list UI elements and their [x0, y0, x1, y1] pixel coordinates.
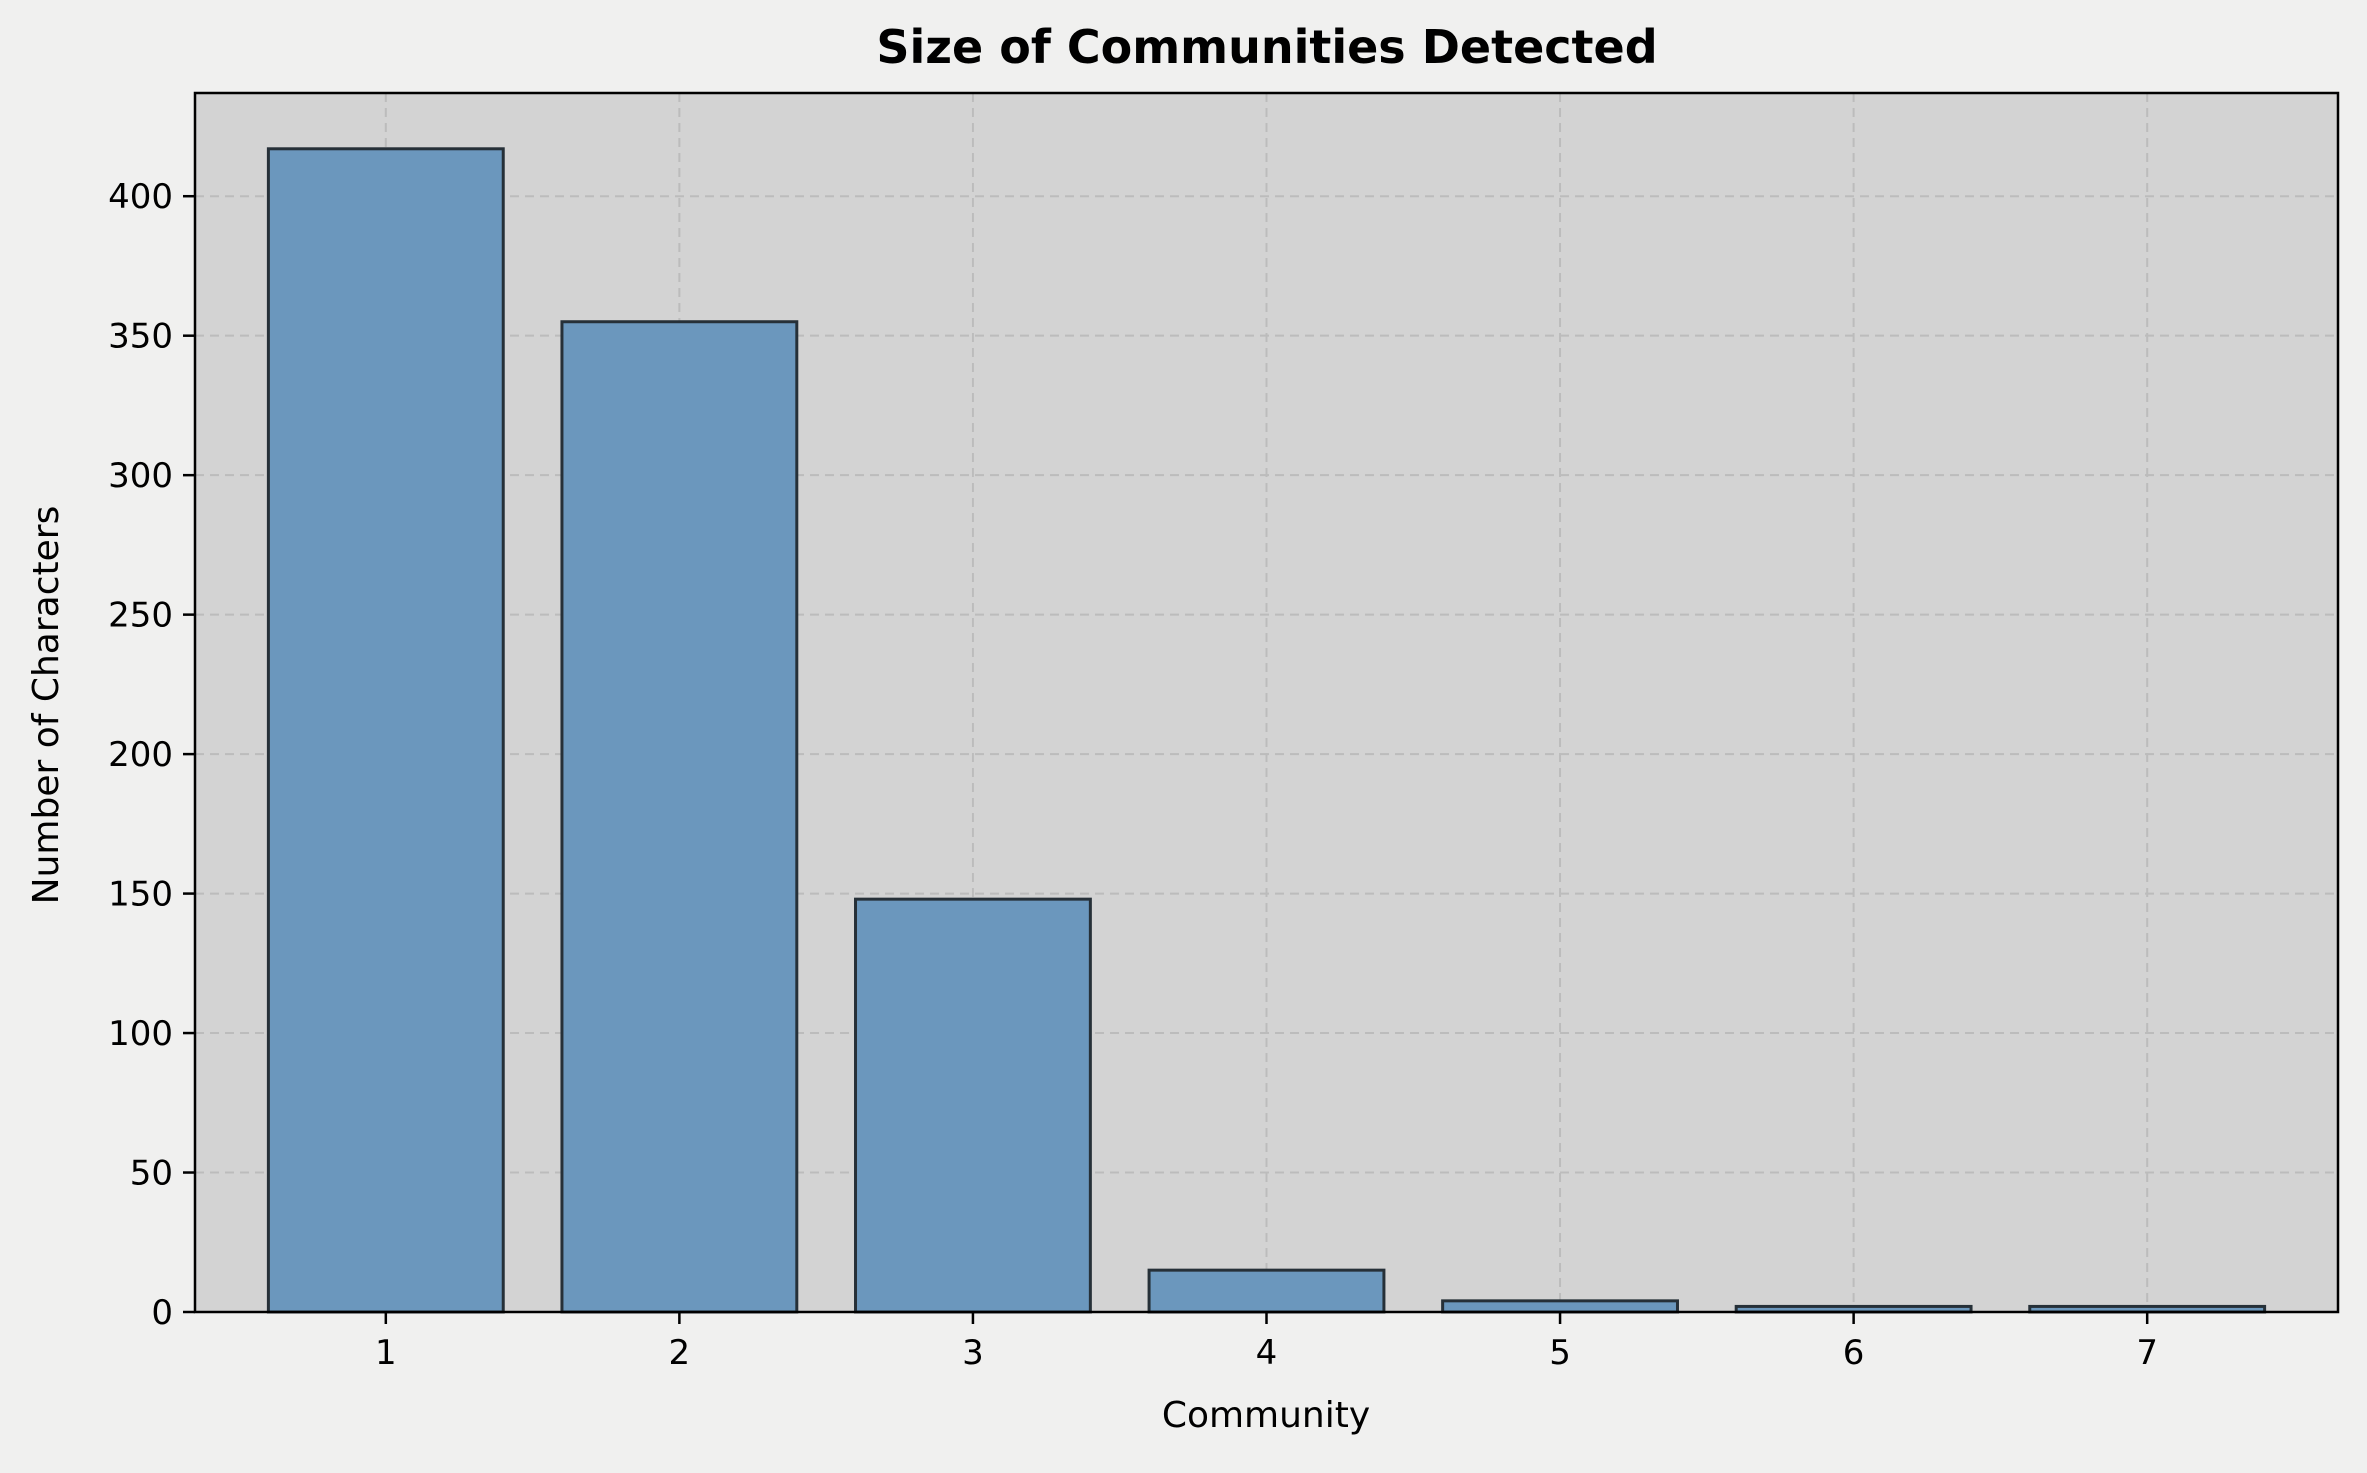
bars — [266, 147, 2267, 1314]
bar-community-2 — [560, 320, 799, 1314]
x-tick-label: 1 — [375, 1333, 397, 1373]
x-tick-label: 6 — [1843, 1333, 1865, 1373]
bar-community-3 — [854, 897, 1092, 1314]
bar-community-1 — [266, 147, 505, 1314]
chart-title: Size of Communities Detected — [876, 20, 1657, 74]
x-axis-label: Community — [1162, 1395, 1370, 1436]
x-tick-label: 2 — [669, 1333, 691, 1373]
x-tick-label: 3 — [962, 1333, 984, 1373]
y-tick-label: 150 — [108, 875, 173, 915]
y-tick-label: 400 — [108, 177, 173, 217]
bar-community-4 — [1147, 1268, 1386, 1314]
y-tick-label: 300 — [108, 456, 173, 496]
bar-community-5 — [1441, 1299, 1679, 1314]
axis-ticks: 0 50 100 150 200 250 300 350 400 1 2 3 4 5 6 7 — [108, 177, 2158, 1373]
grid-lines — [195, 93, 2338, 1312]
y-tick-label: 250 — [108, 596, 173, 636]
y-tick-label: 200 — [108, 735, 173, 775]
y-axis-label: Number of Characters — [26, 506, 67, 905]
y-tick-label: 50 — [130, 1154, 173, 1194]
y-tick-label: 100 — [108, 1014, 173, 1054]
y-tick-label: 0 — [151, 1293, 173, 1333]
y-tick-label: 350 — [108, 317, 173, 357]
x-tick-label: 4 — [1256, 1333, 1278, 1373]
x-tick-label: 7 — [2136, 1333, 2158, 1373]
x-tick-label: 5 — [1549, 1333, 1571, 1373]
